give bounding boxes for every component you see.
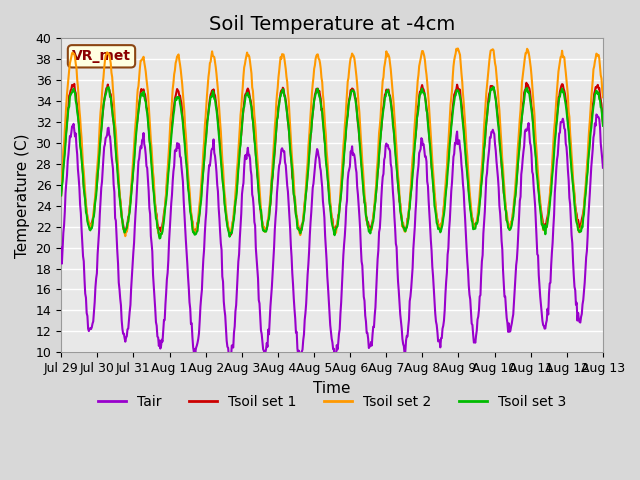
Text: VR_met: VR_met bbox=[72, 49, 131, 63]
Y-axis label: Temperature (C): Temperature (C) bbox=[15, 133, 30, 258]
X-axis label: Time: Time bbox=[314, 381, 351, 396]
Legend: Tair, Tsoil set 1, Tsoil set 2, Tsoil set 3: Tair, Tsoil set 1, Tsoil set 2, Tsoil se… bbox=[92, 389, 572, 414]
Title: Soil Temperature at -4cm: Soil Temperature at -4cm bbox=[209, 15, 455, 34]
